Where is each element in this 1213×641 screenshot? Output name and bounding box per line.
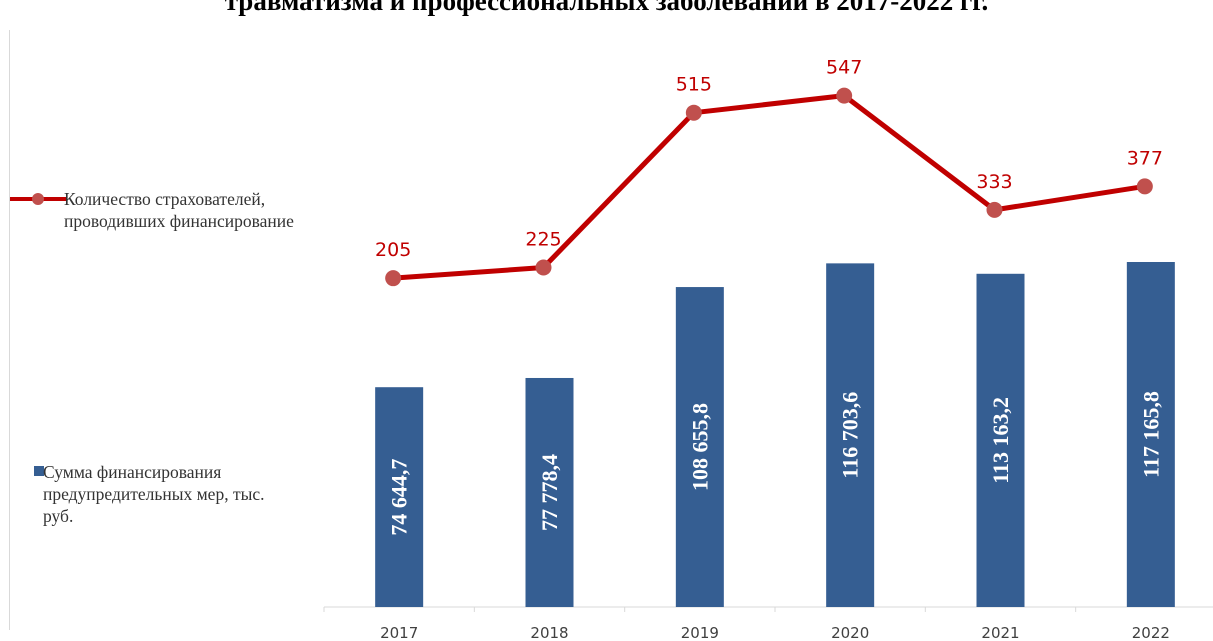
legend-label-bar-series: Сумма финансирования предупредительных м… — [43, 462, 265, 526]
line-point-2017 — [385, 270, 402, 287]
bar-value-label-2021: 113 163,2 — [988, 397, 1013, 484]
bar-2021 — [976, 273, 1025, 607]
bar-value-label-2017: 74 644,7 — [387, 459, 412, 536]
bar-2022 — [1126, 262, 1175, 607]
legend-label-line-series: Количество страхователей, проводивших фи… — [64, 189, 294, 231]
bar-value-label-2020: 116 703,6 — [838, 392, 863, 479]
line-point-2018 — [535, 259, 552, 276]
bar-2020 — [826, 263, 875, 607]
legend-bar-square-icon — [34, 466, 44, 476]
line-point-2022 — [1136, 178, 1153, 195]
line-point-2019 — [685, 104, 702, 121]
x-tick-label-2017: 2017 — [380, 624, 418, 641]
line-value-label-2020: 547 — [826, 57, 862, 79]
x-tick-label-2019: 2019 — [681, 624, 719, 641]
chart-title: травматизма и профессиональных заболеван… — [224, 0, 989, 16]
bar-2018 — [525, 377, 574, 607]
left-axis-line — [9, 30, 10, 630]
x-tick-label-2022: 2022 — [1132, 624, 1170, 641]
line-value-label-2017: 205 — [375, 239, 411, 261]
x-tick-label-2020: 2020 — [831, 624, 869, 641]
bar-value-label-2022: 117 165,8 — [1138, 391, 1163, 478]
line-value-label-2021: 333 — [976, 171, 1012, 193]
x-tick-label-2021: 2021 — [981, 624, 1019, 641]
bar-value-label-2018: 77 778,4 — [537, 454, 562, 531]
line-value-label-2022: 377 — [1127, 147, 1163, 169]
line-point-2020 — [836, 87, 853, 104]
line-point-2021 — [986, 201, 1003, 218]
line-value-label-2019: 515 — [676, 74, 712, 96]
x-tick-label-2018: 2018 — [530, 624, 568, 641]
line-value-label-2018: 225 — [525, 228, 561, 250]
bar-value-label-2019: 108 655,8 — [687, 403, 712, 491]
line-series-path — [392, 93, 1146, 281]
bar-2017 — [375, 387, 424, 607]
legend-line-marker-icon — [10, 193, 66, 205]
bar-2019 — [675, 287, 724, 607]
